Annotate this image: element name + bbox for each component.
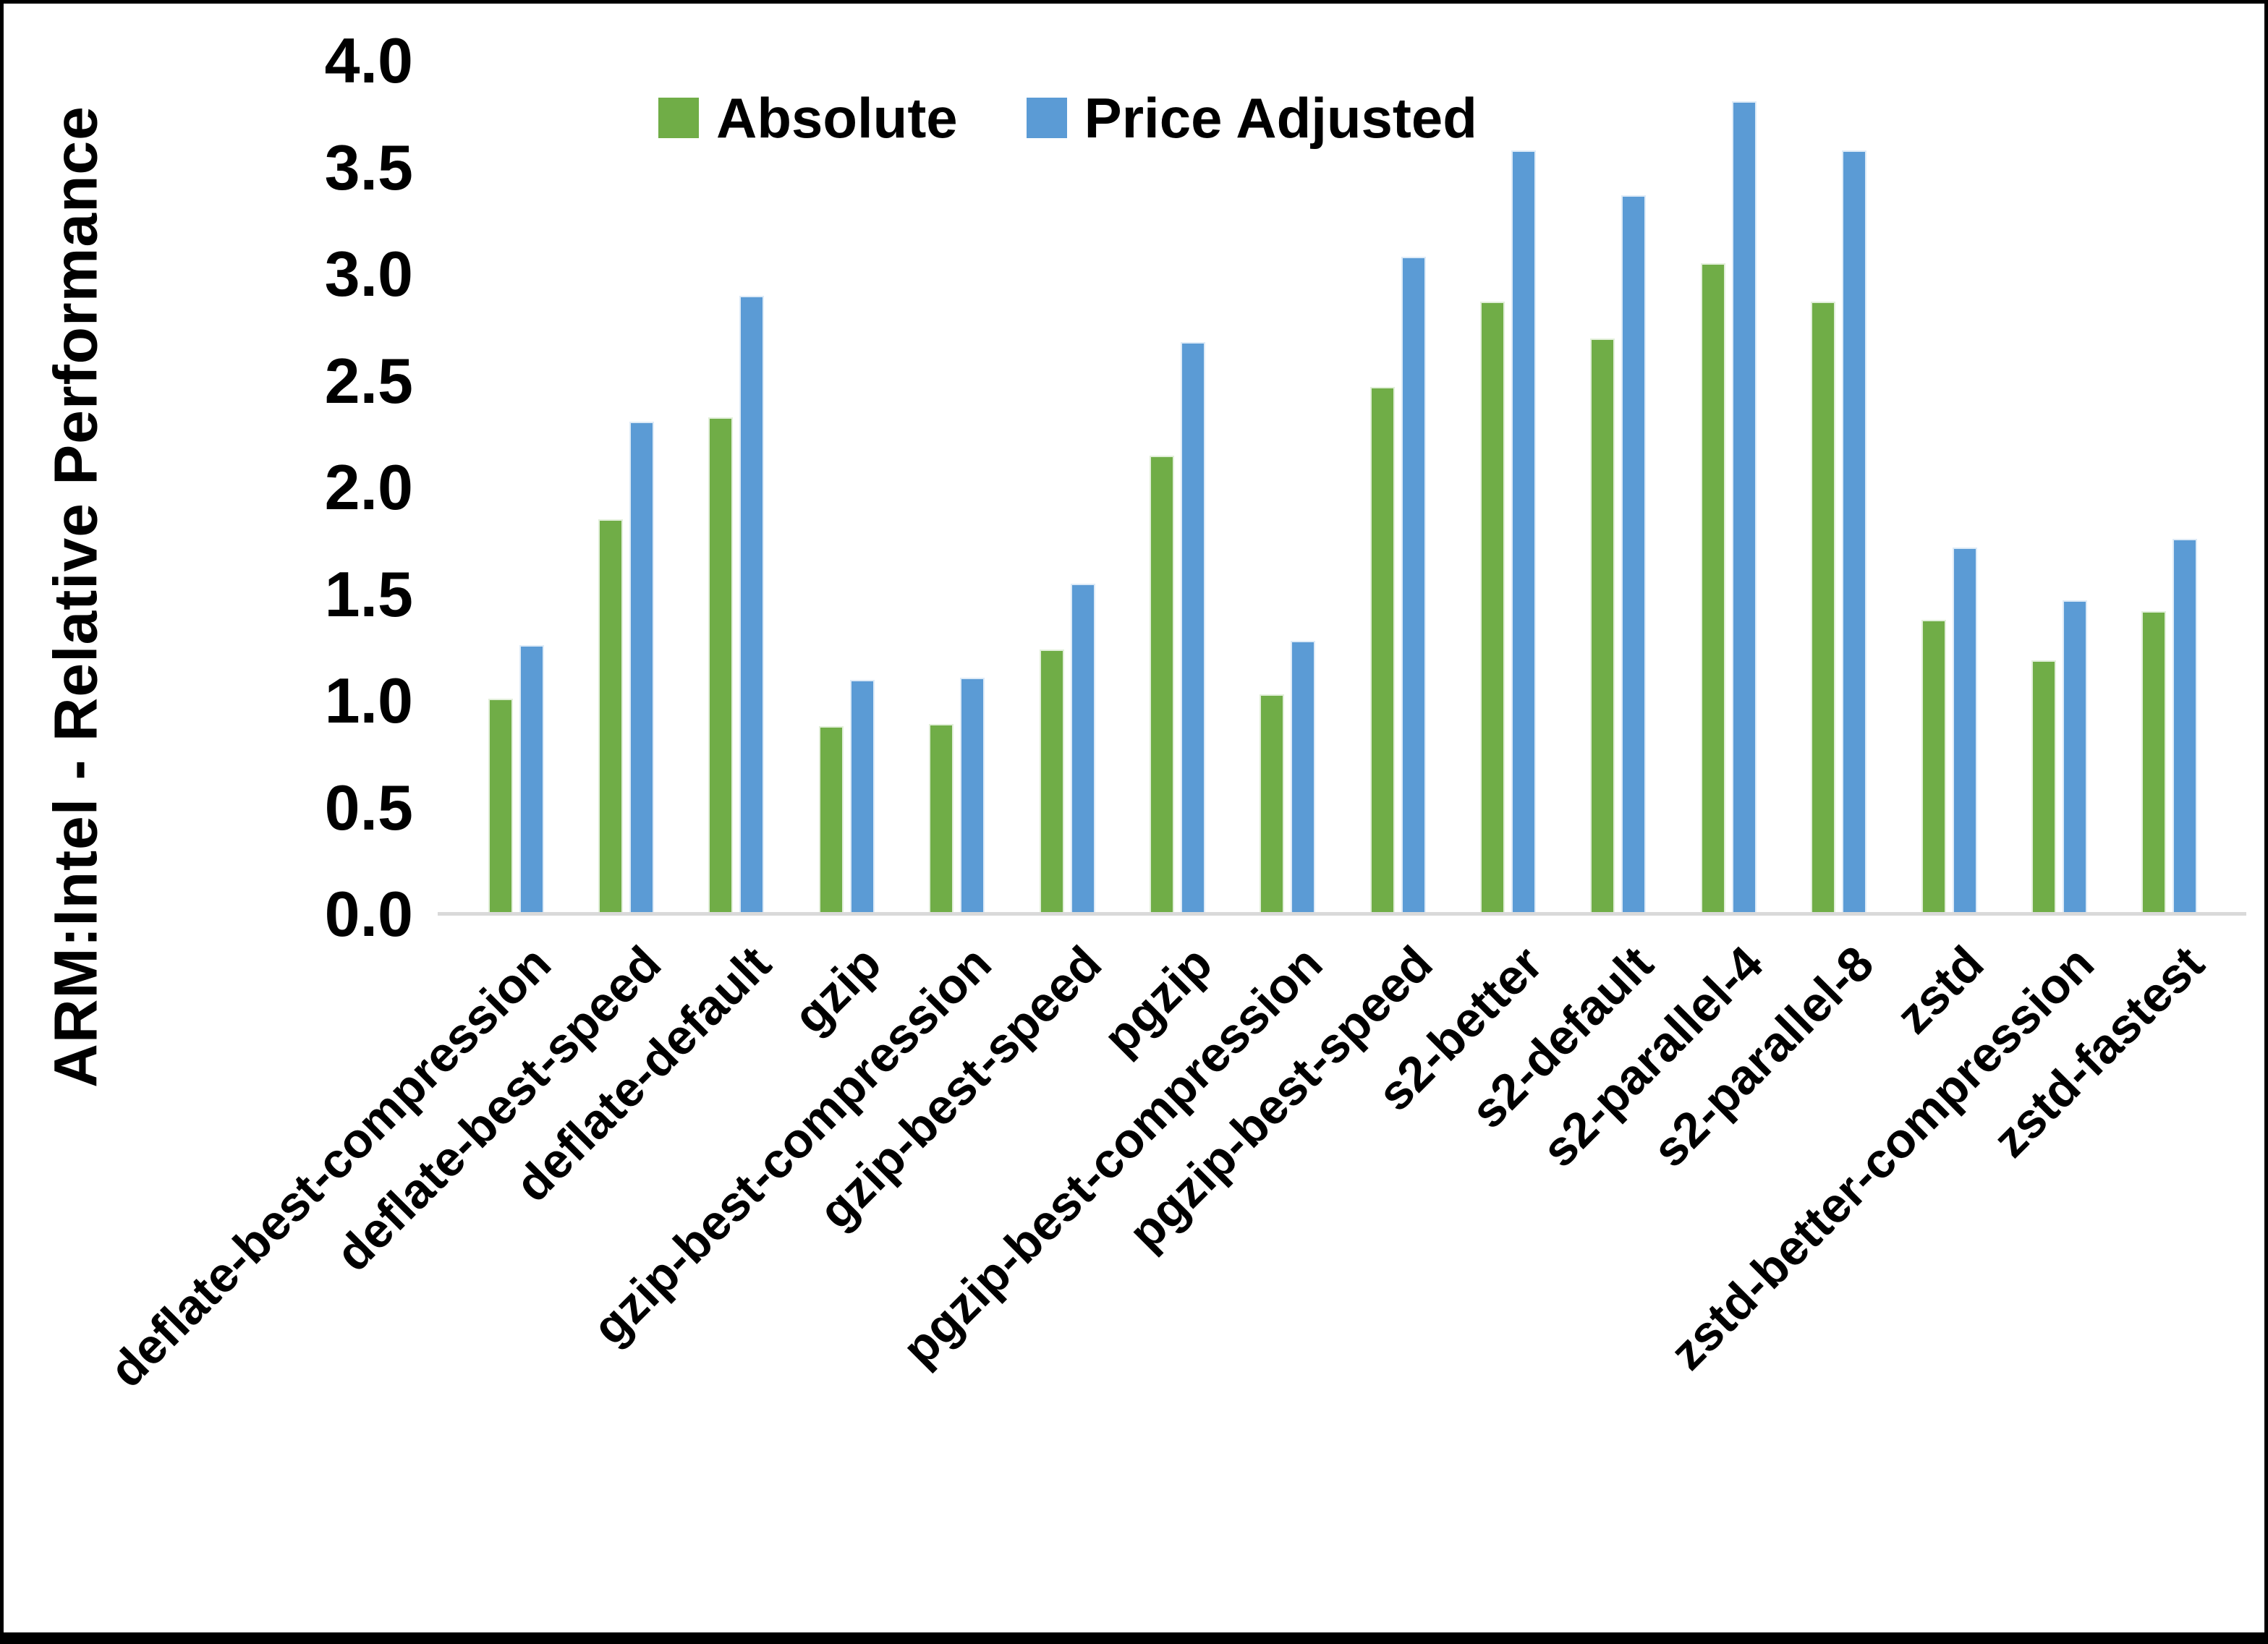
legend-item-price-adjusted: Price Adjusted — [1026, 86, 1477, 150]
bar-absolute-s2-better — [1480, 302, 1505, 914]
bar-price-adjusted-gzip — [849, 679, 875, 914]
y-tick-label: 1.0 — [324, 665, 413, 736]
legend-swatch-price-adjusted-icon — [1026, 98, 1067, 138]
bar-price-adjusted-s2-parallel-8 — [1842, 150, 1867, 914]
bar-price-adjusted-s2-default — [1621, 195, 1647, 914]
y-tick-label: 3.0 — [324, 238, 413, 310]
bar-absolute-zstd-fastest — [2141, 611, 2167, 914]
legend-item-absolute: Absolute — [658, 89, 958, 147]
bar-absolute-deflate-best-speed — [598, 519, 624, 914]
bar-absolute-gzip — [818, 726, 844, 914]
bar-absolute-s2-default — [1590, 338, 1615, 914]
bar-absolute-zstd-better-compression — [2031, 660, 2056, 914]
bar-price-adjusted-s2-parallel-4 — [1731, 101, 1757, 914]
y-tick-label: 0.0 — [324, 878, 413, 950]
bar-price-adjusted-s2-better — [1511, 150, 1537, 914]
bar-absolute-deflate-default — [708, 417, 734, 914]
bar-price-adjusted-zstd-better-compression — [2062, 600, 2087, 914]
bar-price-adjusted-deflate-best-compression — [519, 645, 544, 914]
bar-price-adjusted-deflate-default — [739, 295, 765, 914]
bar-price-adjusted-zstd-fastest — [2173, 538, 2198, 914]
bar-absolute-pgzip-best-speed — [1369, 387, 1395, 914]
y-axis-title: ARM:Intel - Relative Performance — [41, 106, 110, 1088]
y-tick-label: 2.0 — [324, 451, 413, 523]
y-tick-label: 4.0 — [324, 25, 413, 96]
y-tick-label: 1.5 — [324, 558, 413, 630]
bar-absolute-zstd — [1921, 619, 1946, 914]
bar-absolute-pgzip — [1149, 455, 1174, 914]
bar-price-adjusted-pgzip-best-compression — [1291, 641, 1316, 914]
bar-price-adjusted-zstd — [1952, 547, 1977, 914]
bar-absolute-s2-parallel-8 — [1811, 302, 1836, 914]
y-tick-label: 2.5 — [324, 344, 413, 417]
bar-price-adjusted-pgzip — [1180, 342, 1205, 914]
x-axis-line — [438, 912, 2246, 916]
y-tick-label: 3.5 — [324, 131, 413, 203]
bar-absolute-pgzip-best-compression — [1260, 694, 1285, 914]
bar-price-adjusted-pgzip-best-speed — [1401, 257, 1426, 914]
bar-absolute-deflate-best-compression — [488, 699, 513, 914]
bar-price-adjusted-deflate-best-speed — [629, 421, 655, 914]
legend-label-absolute: Absolute — [716, 86, 958, 150]
bar-absolute-s2-parallel-4 — [1700, 263, 1725, 914]
bar-absolute-gzip-best-speed — [1039, 649, 1064, 914]
bar-price-adjusted-gzip-best-compression — [960, 677, 985, 914]
legend-swatch-absolute-icon — [658, 98, 699, 138]
bar-price-adjusted-gzip-best-speed — [1070, 583, 1095, 914]
x-tick-label-deflate-best-compression: deflate-best-compression — [98, 935, 561, 1398]
legend: Absolute Price Adjusted — [658, 89, 1477, 147]
bar-absolute-gzip-best-compression — [929, 724, 954, 914]
legend-label-price-adjusted: Price Adjusted — [1084, 86, 1477, 150]
y-tick-label: 0.5 — [324, 771, 413, 843]
